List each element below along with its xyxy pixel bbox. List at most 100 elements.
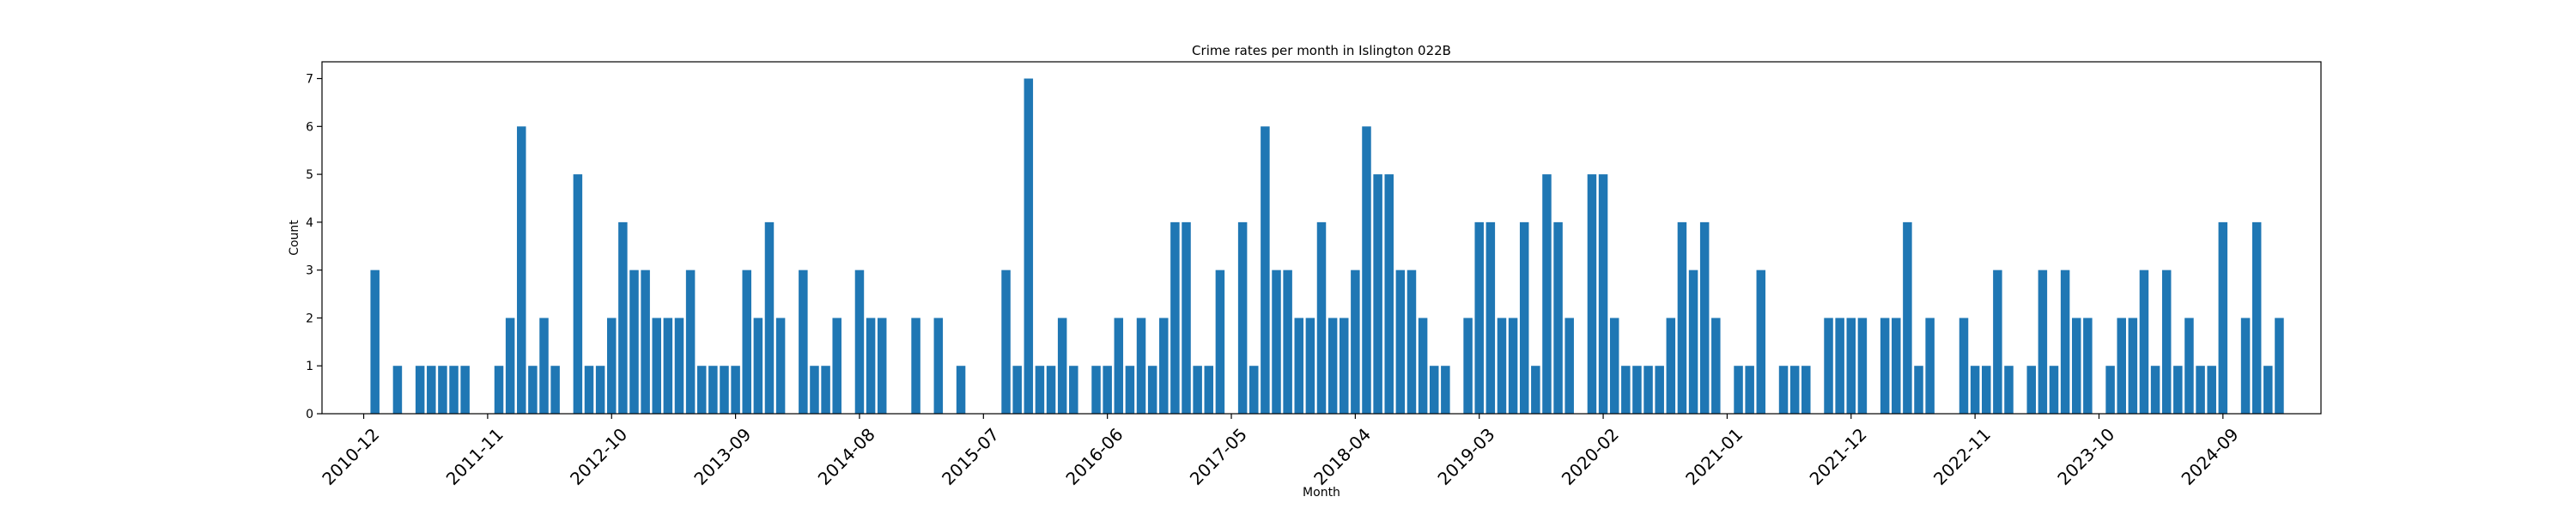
- bar-2018-07: [1384, 174, 1394, 414]
- bar-2023-04: [2026, 366, 2036, 414]
- bar-2025-02: [2275, 318, 2284, 414]
- bar-2024-07: [2196, 366, 2205, 414]
- x-tick-label: 2024-09: [2178, 424, 2243, 489]
- bar-2020-12: [1711, 318, 1721, 414]
- bar-2019-08: [1531, 366, 1540, 414]
- x-tick-label: 2019-03: [1434, 424, 1499, 489]
- bar-2011-08: [449, 366, 459, 414]
- bars: [370, 78, 2284, 415]
- bar-2012-01: [505, 318, 515, 414]
- bar-2023-11: [2105, 366, 2115, 414]
- x-tick-label: 2015-07: [938, 424, 1003, 489]
- bar-2024-06: [2184, 318, 2194, 414]
- bar-2013-06: [696, 366, 707, 414]
- x-tick-label: 2014-08: [814, 424, 879, 489]
- bar-2015-05: [956, 366, 966, 414]
- bar-2019-04: [1485, 221, 1496, 414]
- bar-2017-01: [1182, 221, 1191, 414]
- bar-2019-10: [1553, 221, 1563, 414]
- bar-2020-04: [1621, 366, 1631, 414]
- bar-2020-07: [1655, 366, 1664, 414]
- bar-2011-12: [494, 366, 504, 414]
- bar-2020-09: [1677, 221, 1687, 414]
- bar-2019-07: [1519, 221, 1529, 414]
- bar-2017-04: [1215, 270, 1225, 414]
- bar-2012-10: [607, 318, 617, 414]
- bar-2013-02: [652, 318, 661, 414]
- bar-2013-11: [753, 318, 763, 414]
- bar-2024-05: [2173, 366, 2183, 414]
- x-tick-label: 2018-04: [1309, 424, 1375, 489]
- bar-2021-11: [1835, 318, 1844, 414]
- bar-2019-02: [1463, 318, 1473, 414]
- bar-2013-07: [708, 366, 718, 414]
- bar-2018-10: [1418, 318, 1428, 414]
- bar-2021-07: [1789, 366, 1800, 414]
- bar-2016-05: [1091, 366, 1101, 414]
- bar-2015-10: [1012, 366, 1022, 414]
- bar-2012-02: [517, 126, 526, 414]
- bar-2023-06: [2049, 366, 2059, 414]
- bar-2022-03: [1880, 318, 1890, 414]
- bar-2017-09: [1272, 270, 1281, 414]
- bar-2024-09: [2218, 221, 2228, 414]
- bar-2011-01: [370, 270, 380, 414]
- y-axis: 0 1 2 3 4 5 6 7: [306, 73, 322, 421]
- bar-2024-08: [2207, 366, 2216, 414]
- x-tick-label: 2021-12: [1806, 424, 1871, 489]
- x-tick-label: 2016-06: [1061, 424, 1127, 489]
- bar-2019-03: [1474, 221, 1484, 414]
- x-tick-label: 2012-10: [566, 424, 631, 489]
- y-tick-label: 0: [306, 408, 313, 421]
- bar-2011-09: [460, 366, 470, 414]
- bar-2023-09: [2083, 318, 2093, 414]
- bar-2011-06: [427, 366, 436, 414]
- bar-2018-05: [1362, 126, 1371, 414]
- chart-title: Crime rates per month in Islington 022B: [1192, 43, 1451, 58]
- bar-2012-12: [629, 270, 639, 414]
- bar-2020-08: [1666, 318, 1676, 414]
- bar-2018-12: [1441, 366, 1450, 414]
- bar-2018-03: [1340, 318, 1349, 414]
- bar-2016-08: [1125, 366, 1135, 414]
- bar-2023-12: [2117, 318, 2126, 414]
- bar-2018-04: [1351, 270, 1360, 414]
- bar-2020-05: [1632, 366, 1642, 414]
- bar-2024-02: [2139, 270, 2149, 414]
- bar-2012-11: [618, 221, 628, 414]
- bar-2015-12: [1035, 366, 1045, 414]
- bar-2013-01: [641, 270, 650, 414]
- y-tick-label: 1: [306, 360, 313, 373]
- y-tick-label: 2: [306, 312, 313, 325]
- y-tick-label: 3: [306, 264, 313, 278]
- bar-2023-02: [2004, 366, 2014, 414]
- bar-2017-03: [1204, 366, 1214, 414]
- bar-2018-11: [1429, 366, 1439, 414]
- bar-2022-07: [1925, 318, 1935, 414]
- bar-2024-03: [2150, 366, 2160, 414]
- bar-2012-09: [595, 366, 605, 414]
- bar-2016-03: [1069, 366, 1078, 414]
- x-tick-label: 2023-10: [2053, 424, 2118, 489]
- bar-2016-02: [1057, 318, 1067, 414]
- bar-2013-03: [663, 318, 673, 414]
- bar-2020-11: [1699, 221, 1710, 414]
- bar-2014-05: [821, 366, 830, 414]
- bar-2017-08: [1261, 126, 1270, 414]
- bar-2022-12: [1982, 366, 1991, 414]
- x-tick-label: 2017-05: [1186, 424, 1251, 489]
- bar-2012-05: [550, 366, 560, 414]
- bar-2019-05: [1497, 318, 1507, 414]
- bar-2017-10: [1283, 270, 1292, 414]
- bar-2013-08: [720, 366, 729, 414]
- bar-2014-08: [854, 270, 865, 414]
- x-axis-label: Month: [1303, 486, 1340, 500]
- bar-2019-11: [1564, 318, 1574, 414]
- bar-2017-11: [1294, 318, 1304, 414]
- bar-2016-07: [1114, 318, 1124, 414]
- bar-2018-06: [1373, 174, 1382, 414]
- bar-2018-08: [1395, 270, 1406, 414]
- bar-2013-09: [731, 366, 740, 414]
- bar-2018-09: [1406, 270, 1417, 414]
- bar-2014-10: [877, 318, 887, 414]
